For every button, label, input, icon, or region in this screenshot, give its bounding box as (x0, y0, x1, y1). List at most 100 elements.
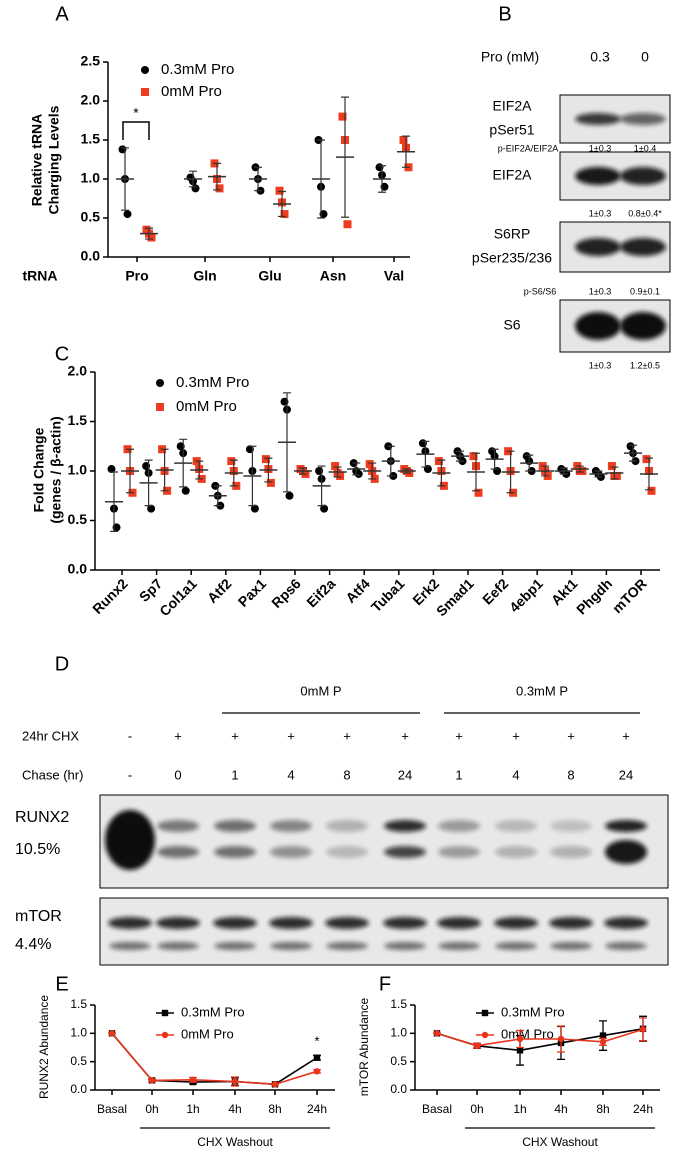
y-tick-label: 0.0 (81, 248, 101, 264)
band (495, 846, 537, 858)
quantification: 0.8±0.4* (628, 208, 662, 218)
legend-marker (156, 379, 164, 387)
x-group-label: CHX Washout (522, 1135, 598, 1149)
y-tick-label: 2.5 (81, 53, 101, 69)
row-cell: + (401, 728, 409, 743)
band (549, 917, 593, 929)
point (280, 210, 289, 219)
blot (99, 897, 669, 966)
point (271, 1081, 279, 1088)
row-cell: 24 (619, 767, 633, 782)
quantification: 1.2±0.5 (630, 360, 660, 370)
band (550, 846, 592, 858)
error-bar (386, 445, 395, 477)
y-tick-label: 0.5 (68, 511, 88, 527)
point (365, 460, 374, 469)
blot-label: pSer51 (489, 122, 534, 138)
y-tick-label: 0.5 (81, 209, 101, 225)
error-bar (594, 470, 603, 478)
band (108, 917, 152, 929)
point (189, 1076, 197, 1084)
blot-label: RUNX2 (15, 809, 69, 826)
point (516, 1035, 524, 1043)
blot-label: EIF2A (493, 98, 533, 114)
band (438, 820, 480, 832)
point (108, 1030, 116, 1037)
band (620, 238, 666, 256)
blot-column: 0 (641, 49, 649, 65)
band (620, 167, 666, 185)
band (109, 942, 151, 950)
band (575, 113, 621, 125)
x-tick-label: Basal (422, 1102, 452, 1116)
legend-label: 0.3mM Pro (161, 61, 234, 78)
row-cell: + (287, 728, 295, 743)
y-tick-label: 0.5 (390, 1054, 407, 1068)
legend-marker (141, 66, 149, 74)
band (604, 917, 648, 929)
error-bar (472, 452, 480, 492)
row-cell: + (512, 728, 520, 743)
error-bar (541, 465, 550, 477)
row-cell: 1 (231, 767, 238, 782)
blot-header: Pro (mM) (481, 49, 539, 65)
quantification: 1±0.3 (589, 360, 611, 370)
point (343, 220, 352, 229)
row-label: 24hr CHX (22, 728, 79, 743)
x-axis-label: tRNA (23, 268, 58, 284)
point (147, 504, 156, 513)
point (557, 1035, 565, 1043)
error-bar (506, 450, 515, 494)
x-tick-label: Asn (320, 268, 346, 284)
y-tick-label: 1.0 (70, 1026, 87, 1040)
error-bar (254, 166, 262, 192)
ratio-label: p-EIF2A/EIF2A (498, 143, 559, 153)
row-cell: - (128, 767, 132, 782)
blot-label: S6RP (494, 226, 531, 242)
panel-label: D (55, 653, 69, 675)
panel-label: E (55, 973, 68, 995)
legend-label: 0.3mM Pro (501, 1004, 565, 1019)
point (147, 233, 156, 242)
y-tick-label: 1.0 (81, 170, 101, 186)
point (599, 1038, 607, 1046)
x-tick-label: Basal (97, 1102, 127, 1116)
quantification: 0.9±0.1 (630, 286, 660, 296)
y-axis-label: (genes / β-actin) (48, 416, 64, 523)
point (639, 1026, 647, 1033)
blot-label: mTOR (15, 908, 62, 925)
error-bar (278, 190, 286, 218)
y-tick-label: 1.5 (70, 997, 87, 1011)
band (575, 238, 621, 256)
row-cell: + (174, 728, 182, 743)
quantification: 1±0.3 (589, 286, 611, 296)
y-axis-label: mTOR Abundance (357, 997, 371, 1096)
row-cell: 8 (343, 767, 350, 782)
quantification: 1±0.4 (634, 143, 656, 153)
band (437, 917, 481, 929)
quantification: 1±0.3 (589, 208, 611, 218)
band (438, 846, 480, 858)
error-bar (352, 462, 361, 476)
group-label: 0.3mM P (516, 683, 568, 698)
band (384, 942, 426, 950)
significance-bracket (122, 121, 150, 140)
point (642, 455, 651, 464)
x-tick-label: 8h (268, 1102, 281, 1116)
point (275, 186, 284, 195)
legend-label: 0mM Pro (181, 1026, 234, 1041)
band (156, 917, 200, 929)
error-bar (559, 467, 568, 475)
band (620, 312, 666, 340)
band (270, 820, 312, 832)
error-bar (645, 457, 653, 491)
band (383, 917, 427, 929)
point (331, 462, 340, 471)
panel-label: B (498, 3, 511, 25)
blot-percent: 4.4% (15, 936, 51, 953)
error-bar (629, 444, 637, 462)
annotation: * (314, 1033, 319, 1048)
point (107, 465, 116, 474)
error-bar (525, 454, 534, 472)
